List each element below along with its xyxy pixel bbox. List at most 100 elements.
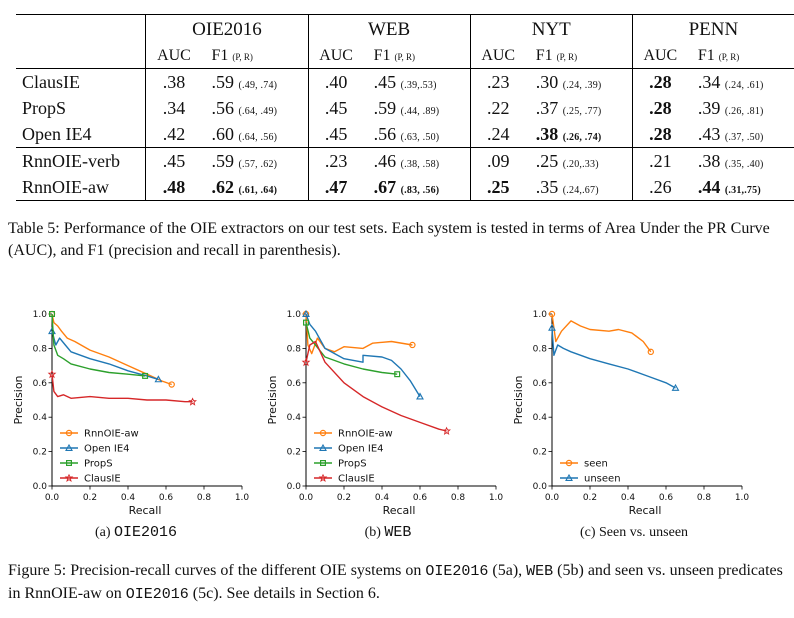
y-tick-label: 0.8	[287, 344, 302, 354]
x-tick-label: 0.4	[375, 493, 390, 503]
series-clausie	[47, 369, 197, 406]
auc-value: .24	[469, 121, 526, 148]
legend-entry: RnnOIE-aw	[60, 429, 139, 440]
series-clausie	[301, 340, 451, 436]
y-tick-label: 0.0	[287, 482, 302, 492]
y-tick-label: 0.4	[33, 413, 48, 423]
auc-value: .47	[307, 174, 364, 201]
y-tick-label: 1.0	[33, 310, 48, 320]
auc-value: .45	[145, 147, 202, 174]
series-line	[305, 313, 421, 397]
x-tick-label: 0.6	[659, 493, 674, 503]
x-axis-label: Recall	[629, 504, 662, 517]
f1-value: .56 (.64, .49)	[211, 97, 278, 118]
y-tick-label: 0.4	[533, 413, 548, 423]
chart-0: 0.0 0.2 0.4 0.6 0.8 1.0 0.0 0.2 0.4 0.6 0.8 1.0 Reca…	[12, 310, 249, 517]
auc-header: AUC	[307, 44, 364, 69]
y-axis-label: Precision	[512, 375, 525, 424]
series-start-marker	[301, 357, 311, 367]
series-unseen	[548, 323, 680, 391]
f1-value: .59 (.49, .74)	[211, 71, 278, 92]
series-end-marker	[142, 372, 149, 379]
legend-entry: PropS	[314, 459, 367, 470]
series-end-marker	[442, 426, 451, 436]
series-line	[551, 327, 676, 389]
auc-value: .28	[631, 68, 688, 95]
x-tick-label: 1.0	[735, 493, 750, 503]
series-end-marker	[154, 375, 163, 383]
legend-entry: Open IE4	[60, 444, 130, 455]
auc-value: .21	[631, 147, 688, 174]
series-line	[551, 313, 652, 353]
legend-marker	[320, 460, 327, 467]
auc-value: .23	[307, 147, 364, 174]
f1-header: F1 (P, R)	[363, 44, 471, 69]
y-tick-label: 1.0	[287, 310, 302, 320]
series-open-ie4	[302, 309, 424, 400]
legend-marker	[65, 429, 73, 437]
auc-header: AUC	[469, 44, 526, 69]
auc-value: .45	[307, 95, 364, 121]
y-tick-label: 0.2	[287, 448, 301, 458]
f1-value: .46 (.38, .58)	[363, 147, 471, 174]
legend-entry: unseen	[560, 474, 621, 485]
table-row: Open IE4 .42 .60 (.64, .56) .45 .56 (.63, .5…	[16, 121, 794, 148]
y-tick-label: 0.0	[533, 482, 548, 492]
legend-entry: Open IE4	[314, 444, 384, 455]
x-tick-label: 0.0	[299, 493, 314, 503]
x-tick-label: 0.8	[197, 493, 212, 503]
series-line	[51, 331, 159, 381]
figure-charts: 0.0 0.2 0.4 0.6 0.8 1.0 0.0 0.2 0.4 0.6 0.8 1.0 Reca…	[12, 309, 749, 517]
legend-marker	[318, 473, 328, 483]
legend-label: Open IE4	[338, 444, 384, 455]
f1-header: F1 (P, R)	[687, 44, 794, 69]
legend-marker	[65, 460, 72, 467]
dataset-header: NYT	[469, 14, 633, 44]
x-tick-label: 0.4	[121, 493, 136, 503]
series-start-marker	[47, 369, 57, 379]
y-tick-label: 0.4	[287, 413, 302, 423]
f1-header: F1 (P, R)	[201, 44, 309, 69]
system-name: Open IE4	[22, 123, 92, 144]
system-name: RnnOIE-verb	[16, 147, 146, 174]
series-end-marker	[394, 371, 401, 378]
x-axis-label: Recall	[383, 504, 416, 517]
system-name: RnnOIE-aw	[16, 174, 146, 201]
y-tick-label: 1.0	[533, 310, 548, 320]
legend-label: unseen	[584, 474, 621, 485]
series-line	[305, 313, 413, 355]
series-start-marker	[548, 323, 556, 331]
series-line	[51, 313, 172, 386]
series-end-marker	[168, 381, 175, 388]
subcaption-mono: OIE2016	[114, 524, 178, 541]
f1-value: .37 (.25, .77)	[535, 97, 602, 118]
chart-2: 0.0 0.2 0.4 0.6 0.8 1.0 0.0 0.2 0.4 0.6 0.8 1.0 Reca…	[512, 310, 749, 517]
legend-marker	[65, 443, 73, 451]
y-tick-label: 0.6	[33, 379, 48, 389]
results-table: OIE2016 WEB NYT PENN AUC F1 (P, R) AUC F1 (…	[16, 14, 794, 201]
f1-value: .35 (.24,.67)	[525, 174, 633, 201]
legend-label: PropS	[84, 459, 113, 470]
auc-value: .28	[631, 95, 688, 121]
f1-value: .45 (.39,.53)	[373, 71, 437, 92]
metric-header-row: AUC F1 (P, R) AUC F1 (P, R) AUC F1 (P, R) AUC F…	[16, 44, 794, 69]
x-tick-label: 0.8	[451, 493, 466, 503]
auc-value: .28	[631, 121, 688, 148]
legend-marker	[64, 473, 74, 483]
y-tick-label: 0.2	[33, 448, 47, 458]
system-name: ClausIE	[22, 71, 80, 92]
legend-label: ClausIE	[84, 474, 121, 485]
f1-value: .67 (.83, .56)	[363, 174, 471, 201]
legend-marker	[319, 429, 327, 437]
series-line	[305, 340, 447, 432]
series-line	[51, 313, 146, 377]
series-seen	[548, 310, 655, 356]
x-tick-label: 0.2	[337, 493, 351, 503]
y-tick-label: 0.8	[33, 344, 48, 354]
f1-value: .60 (.64, .56)	[211, 123, 278, 144]
y-tick-label: 0.0	[33, 482, 48, 492]
subcaption-prefix: (b)	[364, 525, 385, 540]
legend-label: ClausIE	[338, 474, 375, 485]
auc-value: .26	[631, 174, 688, 201]
x-tick-label: 0.0	[545, 493, 560, 503]
